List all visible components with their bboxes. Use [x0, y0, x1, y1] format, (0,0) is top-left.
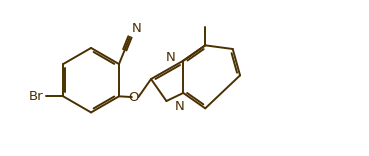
Text: N: N [175, 100, 184, 113]
Text: N: N [131, 22, 141, 35]
Text: O: O [128, 90, 139, 104]
Text: Br: Br [29, 90, 44, 103]
Text: N: N [166, 51, 176, 64]
